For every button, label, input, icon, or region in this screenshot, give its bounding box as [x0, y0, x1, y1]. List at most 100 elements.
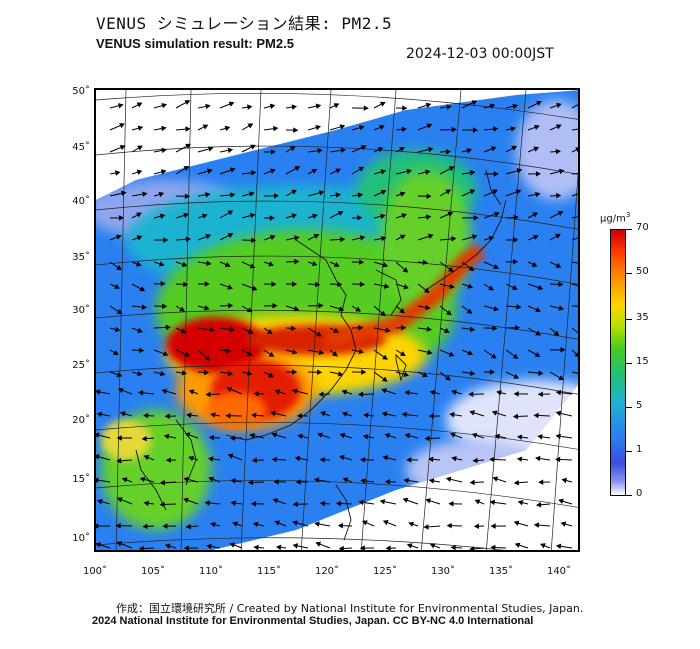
wind-arrow-head — [224, 262, 231, 268]
lon-label-105: 105˚ — [140, 566, 166, 577]
wind-arrow-head — [114, 283, 121, 289]
wind-arrow-head — [207, 146, 214, 152]
wind-arrow-head — [540, 543, 546, 549]
wind-arrow-head — [315, 281, 321, 288]
wind-arrow-head — [340, 236, 346, 243]
wind-arrow-head — [555, 543, 562, 550]
wind-arrow-head — [382, 455, 389, 461]
wind-arrow-head — [117, 103, 124, 109]
wind-arrow-head — [183, 166, 190, 172]
wind-arrow-head — [227, 284, 233, 290]
wind-arrow-head — [273, 125, 279, 132]
wind-arrow-head — [273, 479, 279, 485]
lon-label-120: 120˚ — [314, 566, 340, 577]
wind-arrow-head — [472, 457, 478, 464]
wind-arrow-head — [183, 212, 189, 219]
wind-arrow-head — [558, 305, 565, 311]
colorbar-tick — [626, 273, 632, 274]
wind-arrow-head — [377, 147, 384, 153]
wind-arrow-head — [400, 351, 406, 357]
wind-arrow-head — [577, 336, 578, 337]
wind-arrow-head — [516, 304, 522, 310]
wind-arrow-head — [162, 350, 169, 357]
wind-arrow-head — [488, 285, 494, 291]
wind-arrow-head — [358, 166, 365, 172]
wind-arrow-head — [512, 103, 519, 110]
lon-label-130: 130˚ — [430, 566, 456, 577]
wind-arrow-head — [120, 411, 126, 417]
wind-arrow-head — [445, 476, 452, 483]
wind-arrow-head — [363, 412, 369, 419]
wind-arrow-head — [404, 390, 410, 396]
wind-arrow-head — [445, 309, 452, 316]
wind-arrow-head — [359, 235, 366, 241]
wind-arrow-head — [227, 210, 234, 216]
wind-arrow-head — [510, 126, 516, 132]
wind-arrow-head — [408, 521, 414, 527]
wind-arrow-head — [96, 389, 101, 395]
wind-arrow-head — [422, 372, 428, 378]
wind-arrow-head — [536, 100, 542, 106]
wind-arrow-head — [512, 353, 519, 359]
wind-arrow-head — [186, 412, 192, 419]
wind-arrow-head — [141, 304, 148, 310]
wind-arrow-head — [402, 497, 409, 503]
wind-arrow-head — [513, 237, 519, 243]
wind-arrow-head — [251, 170, 257, 176]
wind-arrow-head — [381, 411, 388, 417]
wind-arrow-head — [451, 236, 457, 242]
wind-arrow-head — [426, 193, 432, 199]
wind-arrow-head — [474, 499, 481, 505]
lat-label-10: 10˚ — [72, 533, 90, 544]
wind-arrow-head — [183, 497, 189, 503]
wind-arrow-head — [401, 411, 407, 418]
wind-arrow-head — [362, 520, 368, 526]
wind-arrow-head — [227, 453, 234, 459]
wind-arrow-head — [361, 369, 367, 375]
lon-label-100: 100˚ — [82, 566, 108, 577]
wind-arrow-head — [537, 284, 544, 291]
wind-arrow — [571, 193, 578, 197]
wind-arrow-head — [114, 326, 121, 333]
wind-arrow-head — [380, 213, 386, 220]
wind-arrow-head — [406, 457, 412, 463]
wind-arrow-head — [96, 523, 99, 529]
wind-arrow-head — [159, 479, 166, 486]
wind-arrow-head — [337, 210, 344, 216]
wind-arrow-head — [249, 433, 255, 439]
wind-arrow-head — [359, 545, 365, 550]
wind-arrow-head — [469, 189, 476, 195]
wind-arrow-head — [225, 348, 232, 354]
wind-arrow-head — [379, 499, 386, 505]
wind-arrow-head — [184, 193, 190, 200]
wind-arrow-head — [466, 308, 473, 314]
wind-arrow-head — [382, 354, 388, 360]
wind-arrow-head — [382, 262, 389, 268]
wind-arrow-head — [116, 458, 122, 464]
wind-arrow-head — [553, 330, 560, 336]
wind-arrow-head — [469, 169, 476, 176]
wind-arrow-head — [137, 370, 143, 377]
wind-arrow-head — [381, 376, 388, 382]
wind-arrow-head — [446, 522, 452, 529]
wind-arrow-head — [210, 522, 216, 528]
wind-arrow-head — [158, 191, 165, 198]
wind-arrow-head — [511, 145, 517, 151]
wind-arrow-head — [208, 456, 214, 462]
wind-arrow-head — [118, 215, 125, 221]
wind-arrow-head — [357, 215, 363, 221]
lat-label-25: 25˚ — [72, 360, 90, 371]
wind-arrow-head — [382, 520, 389, 526]
wind-arrow-head — [380, 189, 387, 195]
wind-arrow-head — [224, 125, 231, 132]
wind-arrow-head — [269, 234, 276, 241]
wind-arrow-head — [560, 347, 566, 353]
wind-arrow-head — [311, 260, 318, 267]
wind-arrow-head — [472, 127, 479, 133]
wind-arrow-head — [429, 543, 436, 549]
wind-arrow-head — [188, 455, 194, 462]
wind-arrow-head — [210, 412, 216, 418]
wind-arrow-head — [451, 389, 457, 395]
wind-arrow-head — [294, 166, 301, 172]
wind-arrow-head — [339, 124, 346, 130]
